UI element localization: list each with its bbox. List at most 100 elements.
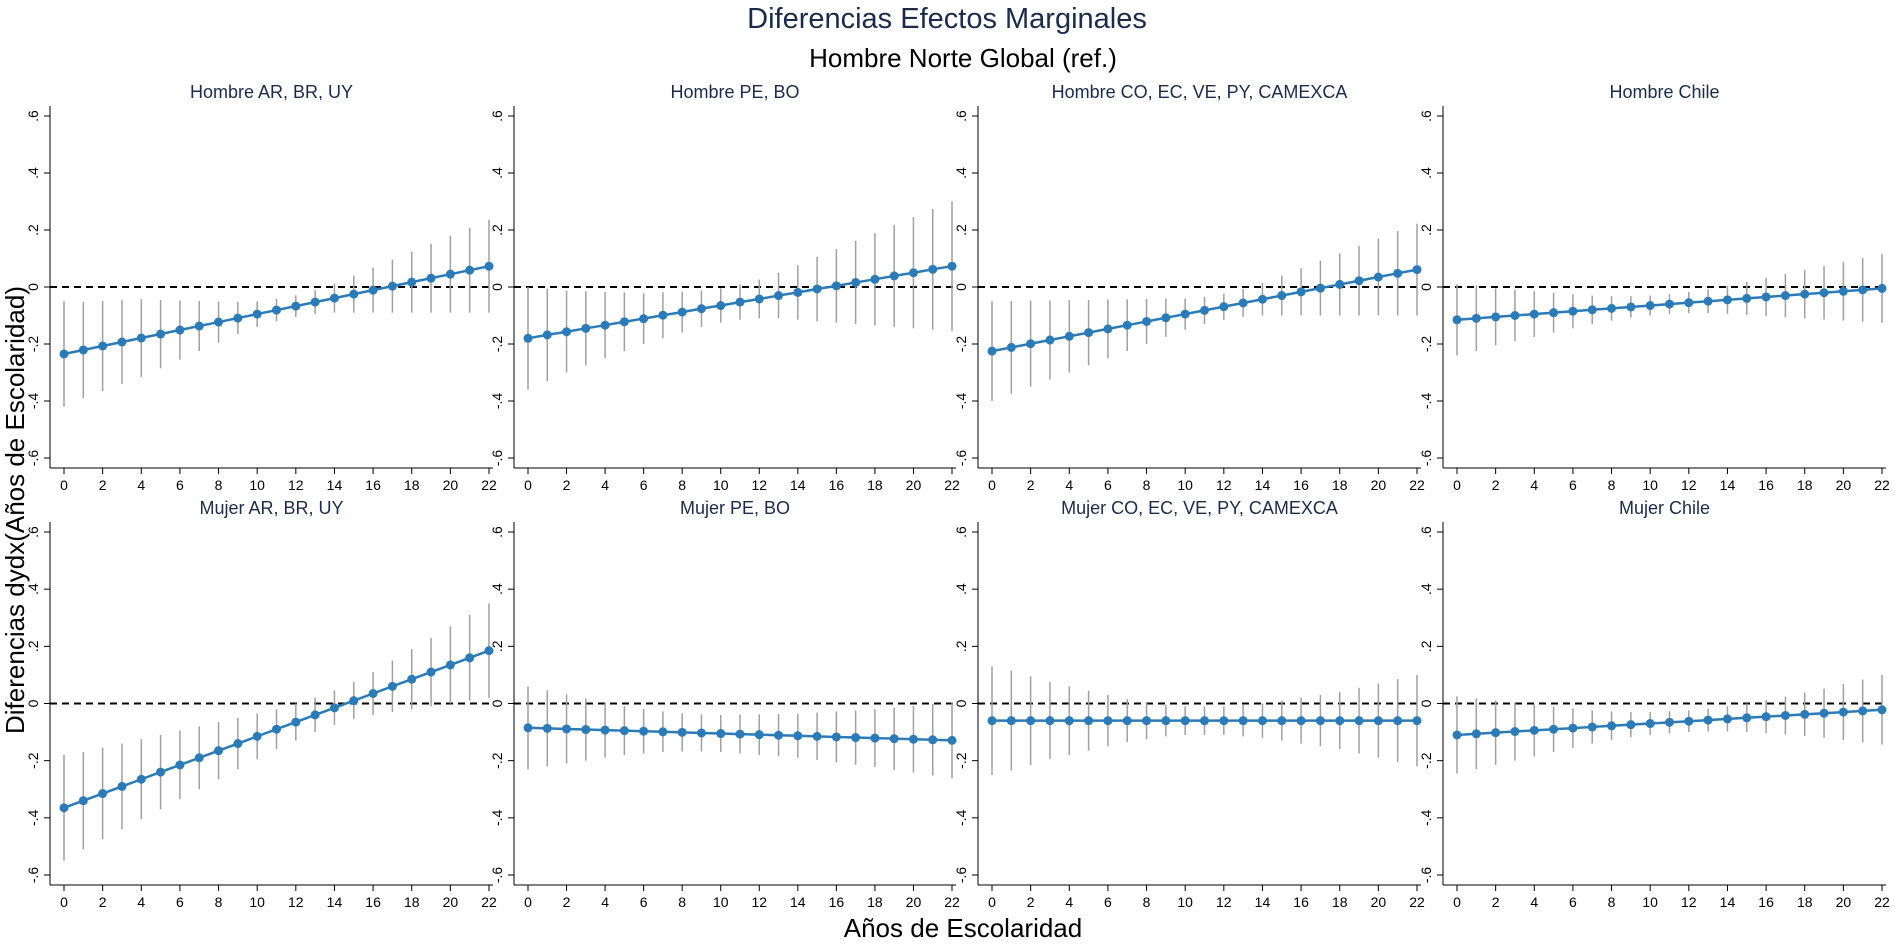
data-point xyxy=(1335,279,1345,289)
data-point xyxy=(1064,331,1074,341)
data-point xyxy=(908,268,918,278)
x-tick-label: 20 xyxy=(443,477,459,493)
y-tick-label: 0 xyxy=(953,699,969,707)
y-tick-label: .6 xyxy=(489,110,505,122)
data-point xyxy=(1529,725,1539,735)
data-point xyxy=(194,321,204,331)
x-tick-label: 14 xyxy=(327,477,343,493)
data-point xyxy=(1161,716,1171,726)
x-tick-label: 18 xyxy=(1332,477,1348,493)
data-point xyxy=(1587,305,1597,315)
data-point xyxy=(1373,272,1383,282)
data-point xyxy=(1761,712,1771,722)
data-point xyxy=(1510,727,1520,737)
data-point xyxy=(1045,716,1055,726)
data-point xyxy=(619,726,629,736)
x-tick-label: 12 xyxy=(1216,477,1232,493)
y-tick-label: .4 xyxy=(1418,167,1434,179)
x-tick-label: 16 xyxy=(1758,894,1774,910)
data-point xyxy=(349,696,359,706)
y-tick-label: .2 xyxy=(25,224,41,236)
y-tick-label: .4 xyxy=(953,583,969,595)
data-point xyxy=(1684,716,1694,726)
x-tick-label: 2 xyxy=(99,894,107,910)
y-tick-label: -.2 xyxy=(25,752,41,769)
panel-title: Mujer Chile xyxy=(1619,498,1710,518)
data-point xyxy=(1761,292,1771,302)
x-tick-label: 16 xyxy=(1293,894,1309,910)
panels: Hombre AR, BR, UY .6 .4 .2 0 -.2 -.4 -.6 0 2 4 6 8 10… xyxy=(25,82,1890,910)
x-tick-label: 8 xyxy=(1608,477,1616,493)
y-tick-label: -.6 xyxy=(489,450,505,467)
data-point xyxy=(329,293,339,303)
panel-4: Hombre Chile .6 .4 .2 0 -.2 -.4 -.6 0 2 4 6 8 10 12 14 1… xyxy=(1418,82,1890,493)
panel-3: Hombre CO, EC, VE, PY, CAMEXCA .6 .4 .2 0 -.2… xyxy=(953,82,1425,493)
data-point xyxy=(1549,724,1559,734)
y-tick-label: -.4 xyxy=(489,393,505,410)
y-tick-label: 0 xyxy=(25,283,41,291)
y-tick-label: .6 xyxy=(953,110,969,122)
x-tick-label: 4 xyxy=(601,477,609,493)
data-point xyxy=(1568,723,1578,733)
data-point xyxy=(1006,716,1016,726)
x-tick-label: 8 xyxy=(1608,894,1616,910)
data-point xyxy=(812,284,822,294)
y-tick-label: -.2 xyxy=(1418,336,1434,353)
data-point xyxy=(1393,716,1403,726)
y-tick-label: -.4 xyxy=(25,809,41,826)
data-point xyxy=(987,346,997,356)
data-point xyxy=(735,297,745,307)
data-point xyxy=(735,729,745,739)
data-point xyxy=(484,261,494,271)
panel-1: Hombre AR, BR, UY .6 .4 .2 0 -.2 -.4 -.6 0 2 4 6 8 10… xyxy=(25,82,497,493)
x-tick-label: 20 xyxy=(1371,477,1387,493)
data-point xyxy=(1084,716,1094,726)
x-tick-label: 12 xyxy=(751,477,767,493)
y-tick-label: -.4 xyxy=(25,393,41,410)
y-tick-label: .2 xyxy=(953,224,969,236)
chart-title: Diferencias Efectos Marginales xyxy=(747,3,1147,35)
x-tick-label: 4 xyxy=(137,477,145,493)
x-tick-label: 2 xyxy=(1492,477,1500,493)
data-point xyxy=(870,274,880,284)
data-point xyxy=(98,789,108,799)
data-point xyxy=(1510,311,1520,320)
data-point xyxy=(1607,721,1617,731)
data-point xyxy=(329,703,339,713)
data-point xyxy=(1045,335,1055,345)
panel-title: Hombre CO, EC, VE, PY, CAMEXCA xyxy=(1052,82,1348,102)
x-tick-label: 4 xyxy=(1530,894,1538,910)
data-point xyxy=(1645,719,1655,729)
panel-title: Hombre PE, BO xyxy=(670,82,799,102)
x-tick-label: 2 xyxy=(1492,894,1500,910)
x-tick-label: 20 xyxy=(1836,894,1852,910)
data-point xyxy=(1315,283,1325,293)
y-tick-label: .4 xyxy=(489,167,505,179)
x-tick-label: 22 xyxy=(481,477,497,493)
data-point xyxy=(368,285,378,295)
data-point xyxy=(1491,312,1501,322)
y-tick-label: -.2 xyxy=(953,752,969,769)
data-point xyxy=(1180,716,1190,726)
data-point xyxy=(716,301,726,311)
data-point xyxy=(1858,285,1868,295)
data-point xyxy=(1703,715,1713,725)
x-tick-label: 16 xyxy=(365,894,381,910)
data-point xyxy=(1393,268,1403,278)
x-tick-label: 12 xyxy=(288,894,304,910)
x-tick-label: 10 xyxy=(249,894,265,910)
y-tick-label: -.2 xyxy=(25,336,41,353)
data-point xyxy=(78,796,88,806)
x-tick-label: 18 xyxy=(404,894,420,910)
data-point xyxy=(445,269,455,279)
data-point xyxy=(831,732,841,742)
x-tick-label: 8 xyxy=(1143,894,1151,910)
data-point xyxy=(1471,729,1481,739)
data-point xyxy=(1335,716,1345,726)
x-tick-label: 18 xyxy=(1797,477,1813,493)
x-tick-label: 12 xyxy=(288,477,304,493)
data-point xyxy=(581,323,591,333)
y-tick-label: -.6 xyxy=(25,867,41,884)
